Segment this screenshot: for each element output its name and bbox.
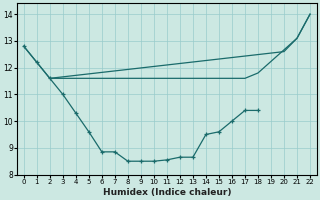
X-axis label: Humidex (Indice chaleur): Humidex (Indice chaleur) <box>103 188 231 197</box>
